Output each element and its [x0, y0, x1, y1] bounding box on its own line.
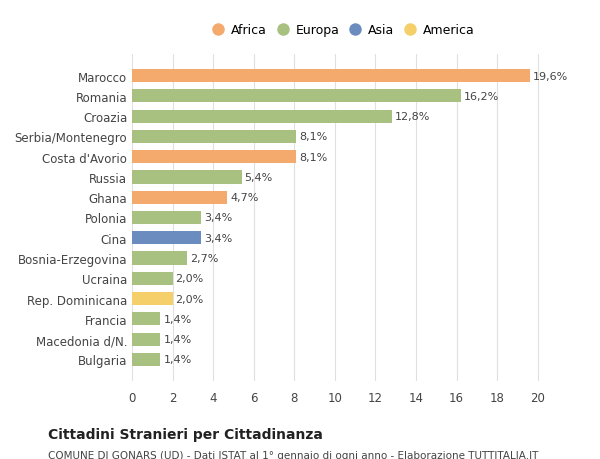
Text: 2,7%: 2,7% — [190, 253, 218, 263]
Bar — [132, 171, 242, 184]
Text: 2,0%: 2,0% — [176, 274, 204, 284]
Bar — [132, 151, 296, 164]
Text: 3,4%: 3,4% — [204, 233, 232, 243]
Bar — [132, 292, 173, 306]
Legend: Africa, Europa, Asia, America: Africa, Europa, Asia, America — [210, 19, 480, 42]
Bar — [132, 272, 173, 285]
Bar — [132, 212, 201, 224]
Text: 1,4%: 1,4% — [163, 334, 191, 344]
Bar — [132, 313, 160, 326]
Bar — [132, 252, 187, 265]
Bar — [132, 333, 160, 346]
Bar — [132, 130, 296, 144]
Text: 1,4%: 1,4% — [163, 314, 191, 324]
Bar — [132, 191, 227, 204]
Text: 2,0%: 2,0% — [176, 294, 204, 304]
Text: 19,6%: 19,6% — [533, 72, 568, 81]
Text: 12,8%: 12,8% — [395, 112, 430, 122]
Text: 8,1%: 8,1% — [299, 152, 328, 162]
Text: 8,1%: 8,1% — [299, 132, 328, 142]
Text: COMUNE DI GONARS (UD) - Dati ISTAT al 1° gennaio di ogni anno - Elaborazione TUT: COMUNE DI GONARS (UD) - Dati ISTAT al 1°… — [48, 450, 538, 459]
Text: 5,4%: 5,4% — [245, 173, 273, 183]
Bar — [132, 353, 160, 366]
Bar — [132, 232, 201, 245]
Text: 1,4%: 1,4% — [163, 355, 191, 364]
Text: Cittadini Stranieri per Cittadinanza: Cittadini Stranieri per Cittadinanza — [48, 427, 323, 441]
Text: 16,2%: 16,2% — [464, 92, 499, 102]
Text: 3,4%: 3,4% — [204, 213, 232, 223]
Text: 4,7%: 4,7% — [230, 193, 259, 203]
Bar — [132, 90, 461, 103]
Bar — [132, 70, 530, 83]
Bar — [132, 110, 392, 123]
